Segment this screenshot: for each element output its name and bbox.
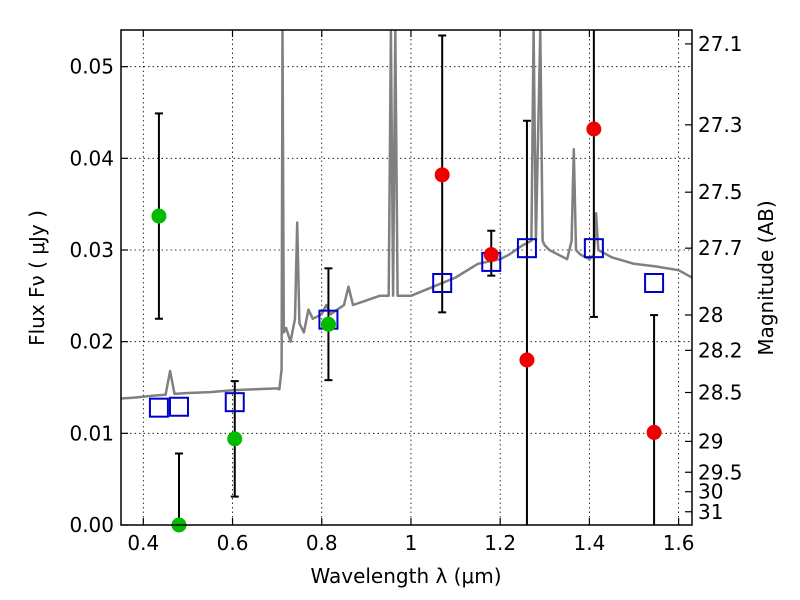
optical-detection-point [227,431,243,447]
model-photometry-square [168,396,189,417]
y2-tick-label: 30 [698,480,723,504]
y2-tick-label: 29.5 [698,460,743,484]
model-photometry-square [432,273,453,293]
infrared-detection-point [586,121,602,137]
plot-area [121,30,692,525]
optical-detection-point [320,316,336,332]
x-tick-label: 1.4 [573,531,605,555]
marker-overlay [148,121,665,533]
y-axis-label: Flux Fν ( μJy ) [25,210,49,346]
optical-detection-point [151,208,167,224]
x-tick-label: 1.6 [663,531,695,555]
y2-tick-label: 28.2 [698,338,743,362]
x-tick-label: 0.6 [217,531,249,555]
infrared-detection-point [519,352,535,368]
model-photometry-square [148,397,169,418]
y2-tick-label: 28 [698,303,723,327]
y-tick-label: 0.01 [69,421,114,445]
y2-tick-label: 28.5 [698,381,743,405]
grid [121,30,692,526]
infrared-detection-point [646,424,662,440]
y2-tick-label: 31 [698,500,723,524]
x-tick-label: 0.4 [127,531,159,555]
infrared-detection-point [483,247,499,263]
y2-tick-label: 27.1 [698,32,743,56]
y2-tick-label: 29 [698,429,723,453]
model-photometry-square [644,273,665,293]
model-spectrum-line [121,30,692,400]
y2-axis-label: Magnitude (AB) [754,200,778,355]
y2-tick-label: 27.3 [698,113,743,137]
infrared-detection-point [434,167,450,183]
y2-tick-label: 27.5 [698,180,743,204]
model-photometry-square [224,392,245,413]
y-tick-label: 0.03 [69,238,114,262]
x-axis-label: Wavelength λ (μm) [310,564,501,588]
model-photometry-square [516,238,537,259]
y-tick-label: 0.02 [69,330,114,354]
model-photometry-square [583,238,604,259]
x-tick-label: 1.2 [484,531,516,555]
y-tick-label: 0.00 [69,513,114,537]
y-tick-label: 0.04 [69,146,114,170]
axes: 0.4 0.6 0.8 1 1.2 1.4 1.6 0.00 0.01 0.02 0.03 0.04 0… [69,30,743,555]
y-tick-label: 0.05 [69,55,114,79]
plot-frame [120,29,693,526]
x-tick-label: 0.8 [306,531,338,555]
y2-tick-label: 27.7 [698,236,743,260]
x-tick-label: 1 [405,531,418,555]
